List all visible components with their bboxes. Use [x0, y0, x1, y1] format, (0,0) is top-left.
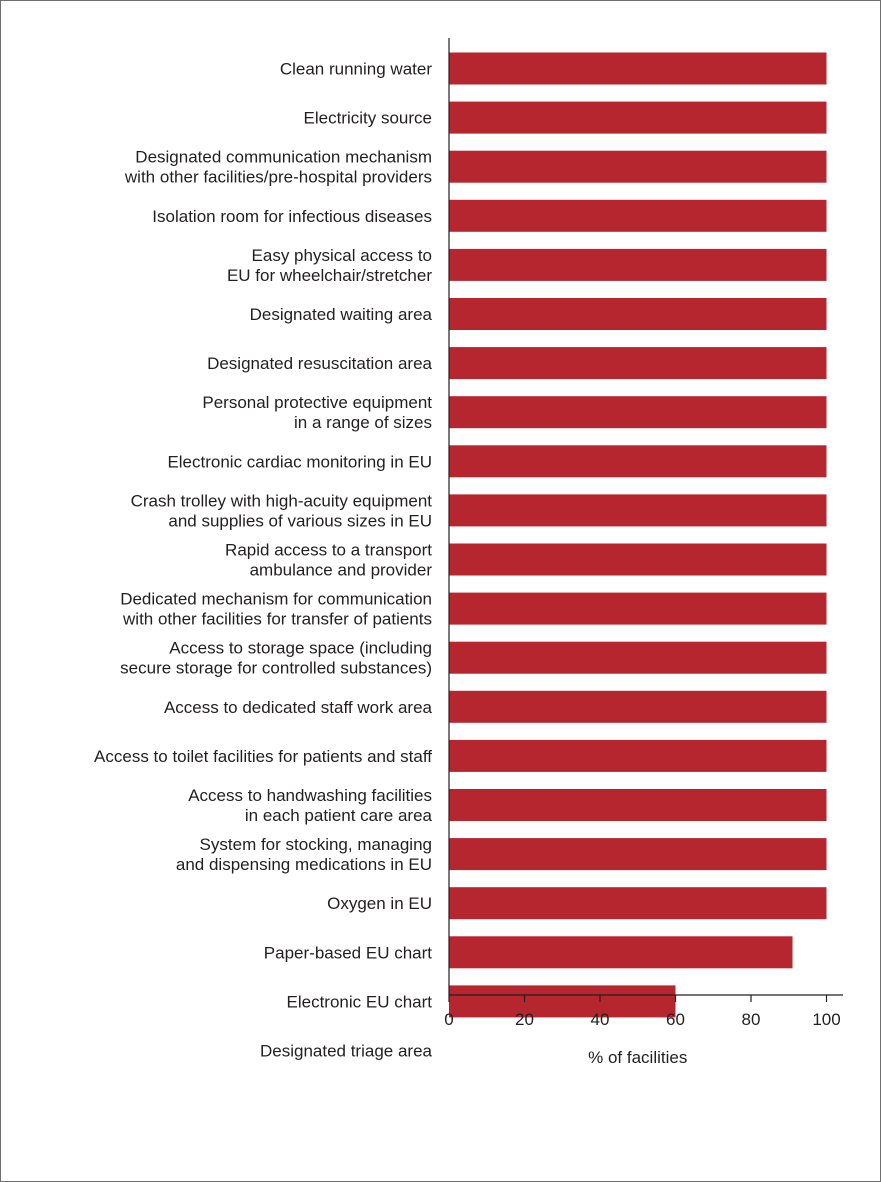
category-label: Electronic EU chart — [287, 992, 433, 1011]
category-label-line: with other facilities/pre-hospital provi… — [124, 168, 432, 187]
x-tick-label: 100 — [812, 1010, 840, 1029]
bar — [449, 494, 827, 527]
category-label: Access to toilet facilities for patients… — [94, 747, 432, 766]
category-label-line: Access to dedicated staff work area — [164, 698, 433, 717]
category-label-line: Access to storage space (including — [169, 639, 432, 658]
category-label: Dedicated mechanism for communication wit… — [120, 590, 432, 629]
category-label-line: Designated triage area — [260, 1042, 433, 1061]
bars-group — [449, 52, 827, 1018]
category-label-line: Designated waiting area — [250, 305, 433, 324]
category-label-line: EU for wheelchair/stretcher — [227, 266, 432, 285]
category-label: Isolation room for infectious diseases — [152, 207, 432, 226]
bar — [449, 543, 827, 576]
category-label-line: Paper-based EU chart — [264, 943, 432, 962]
bar — [449, 445, 827, 478]
category-label-line: and dispensing medications in EU — [176, 855, 432, 874]
bar — [449, 936, 793, 969]
bar — [449, 985, 676, 1018]
category-label: Access to dedicated staff work area — [164, 698, 433, 717]
bar — [449, 150, 827, 183]
category-label-line: Electronic EU chart — [287, 992, 433, 1011]
category-label: Designated triage area — [260, 1042, 433, 1061]
bar — [449, 789, 827, 821]
category-label: Personal protective equipment in a range … — [202, 393, 432, 432]
bar — [449, 690, 827, 723]
category-label: Rapid access to a transport ambulance and… — [225, 541, 432, 580]
bar — [449, 641, 827, 674]
x-tick-label: 0 — [444, 1010, 453, 1029]
x-tick-label: 60 — [666, 1010, 685, 1029]
category-label: Oxygen in EU — [327, 894, 432, 913]
category-label-line: in a range of sizes — [294, 413, 432, 432]
x-tick-label: 80 — [742, 1010, 761, 1029]
category-label: System for stocking, managing and dispens… — [176, 835, 432, 874]
category-label-line: Electricity source — [304, 109, 432, 128]
bar — [449, 838, 827, 871]
category-label-line: Easy physical access to — [252, 246, 432, 265]
bar — [449, 101, 827, 134]
category-label-line: ambulance and provider — [250, 561, 433, 580]
category-label-line: Crash trolley with high-acuity equipment — [131, 491, 433, 510]
bar — [449, 739, 827, 772]
category-label-line: with other facilities for transfer of pa… — [122, 610, 432, 629]
category-label-line: Rapid access to a transport — [225, 541, 432, 560]
category-label-line: Electronic cardiac monitoring in EU — [167, 452, 432, 471]
bar — [449, 887, 827, 920]
x-tick-label: 40 — [591, 1010, 610, 1029]
category-label-line: and supplies of various sizes in EU — [168, 511, 432, 530]
category-label-line: Personal protective equipment — [202, 393, 432, 412]
bar — [449, 396, 827, 429]
category-label: Clean running water — [280, 60, 432, 79]
bar — [449, 52, 827, 85]
category-label-line: Isolation room for infectious diseases — [152, 207, 432, 226]
x-ticks-group: 0 20 40 60 80 100 — [444, 995, 841, 1029]
category-label-line: Access to toilet facilities for patients… — [94, 747, 432, 766]
category-label: Electronic cardiac monitoring in EU — [167, 452, 432, 471]
bar — [449, 199, 827, 232]
category-label: Designated communication mechanism with o… — [124, 148, 432, 187]
category-label-line: Clean running water — [280, 60, 432, 79]
bar — [449, 347, 827, 380]
category-label: Access to storage space (including secure… — [120, 639, 432, 678]
category-label: Designated resuscitation area — [207, 354, 432, 373]
category-label-line: Designated resuscitation area — [207, 354, 432, 373]
category-label-line: Access to handwashing facilities — [188, 786, 432, 805]
category-labels-group: Clean running water Electricity source Des… — [94, 60, 433, 1061]
category-label: Designated waiting area — [250, 305, 433, 324]
category-label-line: secure storage for controlled substances… — [120, 659, 432, 678]
x-axis-label: % of facilities — [588, 1048, 687, 1067]
bar — [449, 248, 827, 281]
category-label-line: System for stocking, managing — [200, 835, 432, 854]
category-label-line: Dedicated mechanism for communication — [120, 590, 432, 609]
category-label: Access to handwashing facilities in each … — [188, 786, 432, 825]
category-label: Electricity source — [304, 109, 432, 128]
category-label: Crash trolley with high-acuity equipment… — [131, 491, 433, 530]
category-label: Easy physical access to EU for wheelchair… — [227, 246, 432, 285]
x-tick-label: 20 — [515, 1010, 534, 1029]
bar — [449, 298, 827, 330]
category-label-line: Designated communication mechanism — [135, 148, 432, 167]
bar — [449, 592, 827, 625]
category-label-line: Oxygen in EU — [327, 894, 432, 913]
category-label: Paper-based EU chart — [264, 943, 432, 962]
category-label-line: in each patient care area — [245, 806, 433, 825]
